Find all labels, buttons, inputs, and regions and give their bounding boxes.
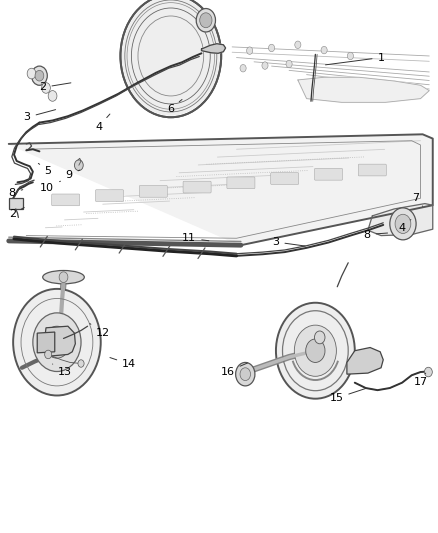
Circle shape <box>247 47 253 54</box>
Polygon shape <box>347 348 383 374</box>
Circle shape <box>27 68 36 79</box>
Text: 5: 5 <box>39 164 52 175</box>
Text: 15: 15 <box>329 389 366 403</box>
Text: 4: 4 <box>95 114 110 132</box>
Text: 4: 4 <box>399 220 411 233</box>
Circle shape <box>306 339 325 362</box>
Circle shape <box>32 66 47 85</box>
Circle shape <box>295 41 301 49</box>
Circle shape <box>35 70 44 81</box>
Circle shape <box>390 208 416 240</box>
Text: 12: 12 <box>90 324 110 338</box>
Polygon shape <box>298 77 429 102</box>
Ellipse shape <box>43 271 84 284</box>
Circle shape <box>236 362 255 386</box>
Text: 3: 3 <box>24 110 56 122</box>
Text: 13: 13 <box>53 364 72 377</box>
Polygon shape <box>44 326 75 356</box>
FancyBboxPatch shape <box>271 173 299 184</box>
Text: 2: 2 <box>9 207 24 219</box>
Circle shape <box>286 60 292 68</box>
Polygon shape <box>9 134 433 245</box>
Circle shape <box>59 272 68 282</box>
FancyBboxPatch shape <box>183 181 211 193</box>
Text: 2: 2 <box>39 83 71 92</box>
Circle shape <box>321 46 327 54</box>
Text: 6: 6 <box>167 100 182 114</box>
Text: 8: 8 <box>9 188 23 198</box>
FancyBboxPatch shape <box>139 185 167 197</box>
Circle shape <box>240 368 251 381</box>
Circle shape <box>196 9 215 32</box>
Text: 10: 10 <box>40 181 60 192</box>
Circle shape <box>240 64 246 72</box>
FancyBboxPatch shape <box>358 164 386 176</box>
Polygon shape <box>368 204 433 236</box>
Circle shape <box>200 13 212 28</box>
Circle shape <box>48 91 57 101</box>
FancyBboxPatch shape <box>314 168 343 180</box>
Circle shape <box>424 367 432 377</box>
Polygon shape <box>37 332 55 353</box>
Text: 11: 11 <box>182 233 209 243</box>
Text: 3: 3 <box>272 237 305 247</box>
Circle shape <box>262 62 268 69</box>
Circle shape <box>13 289 101 395</box>
Text: 14: 14 <box>110 358 136 369</box>
Text: 7: 7 <box>413 193 423 206</box>
Circle shape <box>74 160 83 171</box>
Circle shape <box>78 360 84 367</box>
Circle shape <box>45 350 52 359</box>
Circle shape <box>314 331 325 344</box>
Text: 9: 9 <box>66 170 80 180</box>
Polygon shape <box>201 44 226 53</box>
Text: 17: 17 <box>413 373 427 386</box>
Circle shape <box>122 0 220 116</box>
Circle shape <box>347 52 353 60</box>
FancyBboxPatch shape <box>52 194 80 206</box>
Text: 1: 1 <box>325 53 385 65</box>
Text: 8: 8 <box>364 230 388 239</box>
FancyBboxPatch shape <box>227 177 255 189</box>
Bar <box>9 198 23 209</box>
Circle shape <box>42 83 50 93</box>
Circle shape <box>44 326 70 358</box>
Circle shape <box>268 44 275 52</box>
Circle shape <box>276 303 355 399</box>
Text: 16: 16 <box>221 363 247 376</box>
Circle shape <box>294 325 336 376</box>
FancyBboxPatch shape <box>95 190 124 201</box>
Circle shape <box>395 214 411 233</box>
Circle shape <box>33 313 81 372</box>
